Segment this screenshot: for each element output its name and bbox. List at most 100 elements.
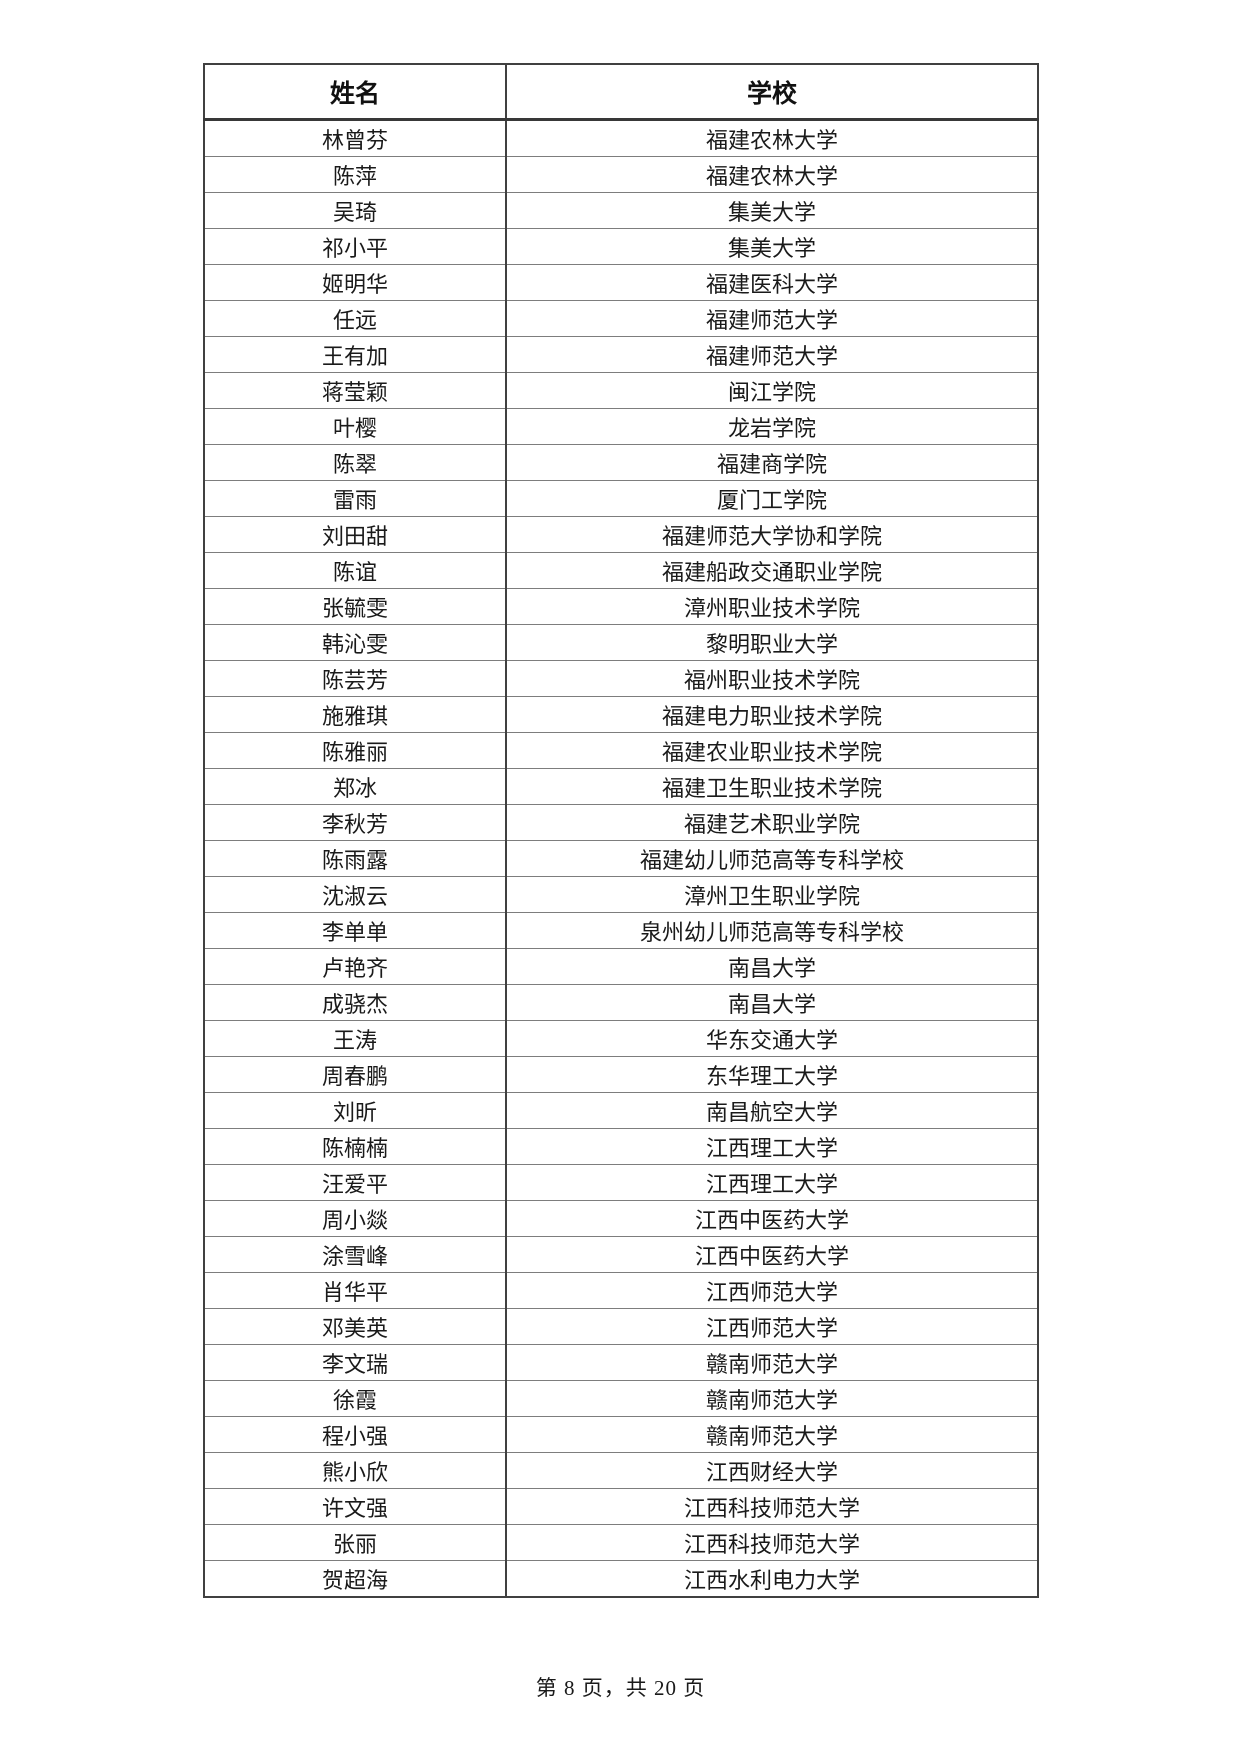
school-cell: 华东交通大学 [506,1020,1038,1057]
table-row: 熊小欣 江西财经大学 [204,1452,1038,1489]
table-row: 张丽 江西科技师范大学 [204,1524,1038,1561]
name-cell: 吴琦 [204,192,507,229]
name-cell: 陈谊 [204,552,507,589]
school-cell: 福建农林大学 [506,119,1038,157]
name-cell: 林曾芬 [204,119,507,157]
school-cell: 福建船政交通职业学院 [506,552,1038,589]
table-row: 刘田甜 福建师范大学协和学院 [204,516,1038,553]
table-row: 陈谊 福建船政交通职业学院 [204,552,1038,589]
school-cell: 江西水利电力大学 [506,1560,1038,1598]
name-cell: 陈翠 [204,444,507,481]
table-row: 涂雪峰 江西中医药大学 [204,1236,1038,1273]
table-row: 沈淑云 漳州卫生职业学院 [204,876,1038,913]
table-row: 陈萍 福建农林大学 [204,156,1038,193]
name-cell: 郑冰 [204,768,507,805]
header-name: 姓名 [204,64,507,121]
name-cell: 肖华平 [204,1272,507,1309]
table-row: 任远 福建师范大学 [204,300,1038,337]
table-row: 肖华平 江西师范大学 [204,1272,1038,1309]
name-cell: 张丽 [204,1524,507,1561]
name-cell: 李文瑞 [204,1344,507,1381]
name-cell: 姬明华 [204,264,507,301]
table-row: 陈翠 福建商学院 [204,444,1038,481]
table-row: 王涛 华东交通大学 [204,1020,1038,1057]
name-cell: 周小燚 [204,1200,507,1237]
school-cell: 江西师范大学 [506,1272,1038,1309]
school-cell: 闽江学院 [506,372,1038,409]
school-cell: 江西中医药大学 [506,1200,1038,1237]
school-cell: 福建师范大学协和学院 [506,516,1038,553]
school-cell: 福建商学院 [506,444,1038,481]
table-row: 张毓雯 漳州职业技术学院 [204,588,1038,625]
table-row: 卢艳齐 南昌大学 [204,948,1038,985]
school-cell: 福建电力职业技术学院 [506,696,1038,733]
school-cell: 江西理工大学 [506,1128,1038,1165]
name-cell: 王涛 [204,1020,507,1057]
table-row: 郑冰 福建卫生职业技术学院 [204,768,1038,805]
school-cell: 福建卫生职业技术学院 [506,768,1038,805]
name-cell: 张毓雯 [204,588,507,625]
name-cell: 刘昕 [204,1092,507,1129]
school-cell: 厦门工学院 [506,480,1038,517]
table-row: 徐霞 赣南师范大学 [204,1380,1038,1417]
header-row: 姓名 学校 [204,64,1038,121]
table-row: 雷雨 厦门工学院 [204,480,1038,517]
school-cell: 龙岩学院 [506,408,1038,445]
table-row: 吴琦 集美大学 [204,192,1038,229]
table-row: 陈雨露 福建幼儿师范高等专科学校 [204,840,1038,877]
school-cell: 江西科技师范大学 [506,1488,1038,1525]
name-cell: 陈楠楠 [204,1128,507,1165]
school-cell: 江西中医药大学 [506,1236,1038,1273]
school-cell: 福建医科大学 [506,264,1038,301]
name-cell: 徐霞 [204,1380,507,1417]
name-cell: 祁小平 [204,228,507,265]
name-cell: 雷雨 [204,480,507,517]
school-cell: 福建艺术职业学院 [506,804,1038,841]
table-row: 许文强 江西科技师范大学 [204,1488,1038,1525]
school-cell: 赣南师范大学 [506,1416,1038,1453]
name-cell: 李单单 [204,912,507,949]
name-cell: 程小强 [204,1416,507,1453]
name-cell: 涂雪峰 [204,1236,507,1273]
table-row: 蒋莹颖 闽江学院 [204,372,1038,409]
name-cell: 李秋芳 [204,804,507,841]
header-school: 学校 [506,64,1038,121]
name-cell: 沈淑云 [204,876,507,913]
table-row: 祁小平 集美大学 [204,228,1038,265]
school-cell: 黎明职业大学 [506,624,1038,661]
name-school-table: 姓名 学校 林曾芬 福建农林大学 陈萍 福建农林大学 吴琦 集美大学 祁小平 集美大学 … [203,63,1039,1598]
table-row: 李单单 泉州幼儿师范高等专科学校 [204,912,1038,949]
name-cell: 韩沁雯 [204,624,507,661]
name-cell: 许文强 [204,1488,507,1525]
table-body: 林曾芬 福建农林大学 陈萍 福建农林大学 吴琦 集美大学 祁小平 集美大学 姬明华 福建医… [204,119,1038,1598]
name-cell: 叶樱 [204,408,507,445]
name-cell: 陈雅丽 [204,732,507,769]
name-cell: 邓美英 [204,1308,507,1345]
name-cell: 刘田甜 [204,516,507,553]
table-row: 李文瑞 赣南师范大学 [204,1344,1038,1381]
school-cell: 漳州卫生职业学院 [506,876,1038,913]
name-cell: 周春鹏 [204,1056,507,1093]
school-cell: 福建农林大学 [506,156,1038,193]
name-cell: 任远 [204,300,507,337]
table-row: 周小燚 江西中医药大学 [204,1200,1038,1237]
name-cell: 施雅琪 [204,696,507,733]
table-row: 姬明华 福建医科大学 [204,264,1038,301]
school-cell: 福州职业技术学院 [506,660,1038,697]
school-cell: 福建幼儿师范高等专科学校 [506,840,1038,877]
school-cell: 集美大学 [506,228,1038,265]
school-cell: 福建师范大学 [506,336,1038,373]
school-cell: 江西理工大学 [506,1164,1038,1201]
school-cell: 福建农业职业技术学院 [506,732,1038,769]
table-row: 王有加 福建师范大学 [204,336,1038,373]
table-row: 李秋芳 福建艺术职业学院 [204,804,1038,841]
table-row: 韩沁雯 黎明职业大学 [204,624,1038,661]
name-cell: 王有加 [204,336,507,373]
table-row: 林曾芬 福建农林大学 [204,119,1038,157]
school-cell: 南昌大学 [506,948,1038,985]
name-cell: 熊小欣 [204,1452,507,1489]
name-cell: 汪爱平 [204,1164,507,1201]
table-row: 程小强 赣南师范大学 [204,1416,1038,1453]
school-cell: 漳州职业技术学院 [506,588,1038,625]
